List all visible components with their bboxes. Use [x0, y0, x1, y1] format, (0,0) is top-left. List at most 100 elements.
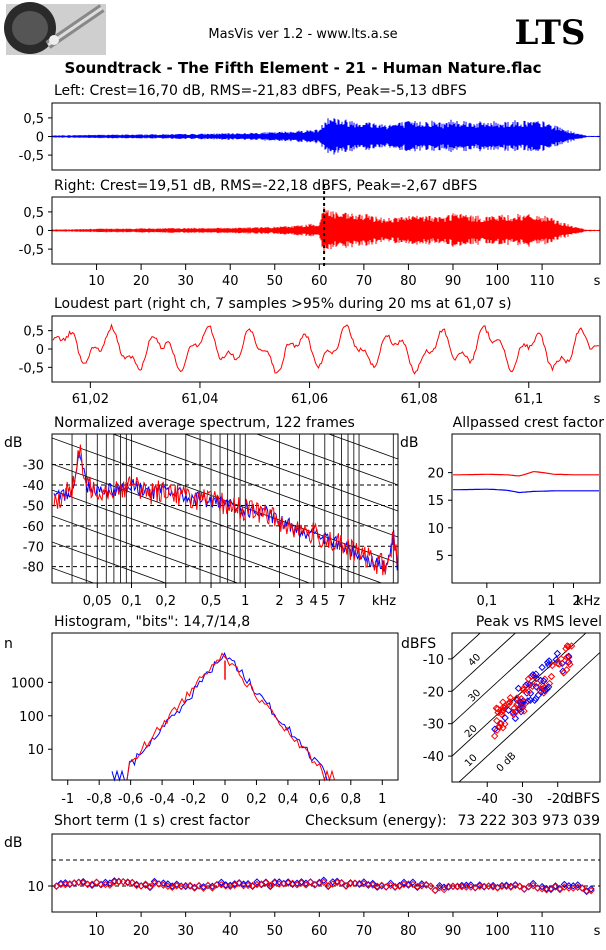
left-channel-ytick-label: 0 [36, 131, 44, 146]
crest-xtick-label: 50 [266, 924, 283, 939]
crest-right-point [132, 881, 141, 890]
peakrms-point [525, 687, 533, 696]
spectrum-title: Normalized average spectrum, 122 frames [54, 415, 355, 431]
peakrms-point [529, 671, 537, 679]
spectrum-ytick-label: -30 [23, 459, 44, 474]
histogram-xtick-label: -0,6 [118, 792, 143, 807]
crest-right-point [511, 881, 520, 890]
spectrum-xtick-label: 0,2 [155, 594, 176, 609]
histogram-xtick-label: -0,4 [149, 792, 174, 807]
peakrms-point [514, 684, 523, 693]
crest-left-point [538, 882, 546, 891]
time-xtick-label: 50 [266, 274, 283, 289]
histogram-right-line [112, 652, 342, 782]
crest-left-point [386, 879, 395, 888]
spectrum-xtick-label: 2 [275, 594, 283, 609]
crest-right-point [320, 878, 328, 886]
crest-right-point [146, 882, 154, 891]
spectrum-ytick-label: -60 [23, 520, 44, 535]
crest-xunit: s [594, 924, 601, 939]
peakrms-point [547, 672, 556, 681]
crest-left-point [146, 883, 154, 892]
crest-left-point [560, 880, 569, 889]
peakrms-point [491, 725, 499, 733]
time-xtick-label: 20 [133, 274, 150, 289]
peakrms-point [517, 695, 526, 703]
crest-right-point [208, 884, 217, 892]
peakrms-point [532, 674, 541, 683]
loudest-ytick-label: 0 [36, 343, 44, 358]
spectrum-left-line [53, 451, 398, 572]
peakrms-point [559, 669, 568, 677]
crest-left-point [253, 878, 261, 886]
crest-left-point [489, 881, 497, 890]
allpassed-ylabel: dB [400, 435, 419, 451]
crest-frame [51, 833, 601, 913]
allpassed-frame [451, 433, 601, 584]
crest-left-point [574, 881, 582, 889]
peakrms-point [532, 694, 540, 703]
crest-right-point [262, 879, 270, 887]
peakrms-diagonal [458, 651, 600, 782]
spectrum-diagonal [327, 434, 398, 460]
peakrms-point [530, 672, 539, 681]
app-title: MasVis ver 1.2 - www.lts.a.se [208, 27, 397, 42]
peakrms-point [497, 710, 506, 718]
crest-left-point [101, 878, 110, 887]
loudest-xtick-label: 61,08 [401, 392, 438, 407]
spectrum-right-line [53, 444, 398, 576]
peakrms-point [490, 732, 499, 740]
crest-left-point [266, 882, 275, 891]
peakrms-xlabel: dBFS [565, 791, 600, 807]
histogram-xtick-label: 0,2 [246, 792, 267, 807]
crest-left-point [173, 880, 181, 888]
crest-right-point [150, 879, 159, 887]
peakrms-diag-label: 40 [467, 652, 484, 669]
crest-right-point [360, 880, 368, 888]
left-title: Left: Crest=16,70 dB, RMS=-21,83 dBFS, P… [54, 83, 467, 99]
time-xtick-label: 30 [177, 274, 194, 289]
spectrum-ytick-label: -70 [23, 540, 44, 555]
crest-right-point [106, 881, 114, 889]
crest-right-point [186, 881, 194, 890]
histogram-xtick-label: 0,4 [278, 792, 299, 807]
spectrum-ylabel: dB [4, 435, 23, 451]
crest-right-point [409, 880, 417, 889]
spectrum-diagonal [111, 434, 398, 538]
loudest-title: Loudest part (right ch, 7 samples >95% d… [54, 296, 512, 312]
spectrum-diagonal [52, 620, 398, 745]
histogram-xtick-label: -0,2 [181, 792, 206, 807]
crest-left-point [502, 881, 511, 889]
right-channel-ytick-label: 0 [36, 225, 44, 240]
peakrms-frame [451, 632, 601, 783]
histogram-xtick-label: 0,6 [309, 792, 330, 807]
crest-right-point [467, 883, 475, 891]
crest-left-point [435, 881, 444, 890]
peakrms-ytick-label: -30 [423, 718, 444, 733]
peakrms-title: Peak vs RMS level [476, 614, 602, 630]
spectrum-diagonal [52, 463, 383, 583]
crest-right-point [266, 881, 275, 890]
right-channel-ytick-label: 0,5 [23, 206, 44, 221]
crest-right-point [551, 883, 560, 891]
peakrms-point [505, 700, 513, 708]
spectrum-xunit: kHz [372, 594, 396, 609]
left-channel-ytick-label: 0,5 [23, 112, 44, 127]
crest-right-point [199, 884, 208, 892]
spectrum-diagonal [52, 515, 239, 583]
peakrms-ytick-label: -10 [423, 653, 444, 668]
peakrms-point [566, 660, 574, 669]
crest-left-point [360, 878, 368, 886]
crest-left-point [164, 880, 172, 888]
crest-xtick-label: 30 [177, 924, 194, 939]
allpassed-ytick-label: 5 [436, 549, 444, 564]
time-xtick-label: 110 [530, 274, 555, 289]
peakrms-point [519, 684, 527, 693]
peakrms-xtick-label: -20 [547, 792, 568, 807]
peakrms-point [524, 675, 533, 683]
peakrms-point [563, 653, 571, 662]
peakrms-diagonal [452, 633, 552, 725]
time-xtick-label: 70 [356, 274, 373, 289]
peakrms-ytick-label: -20 [423, 685, 444, 700]
